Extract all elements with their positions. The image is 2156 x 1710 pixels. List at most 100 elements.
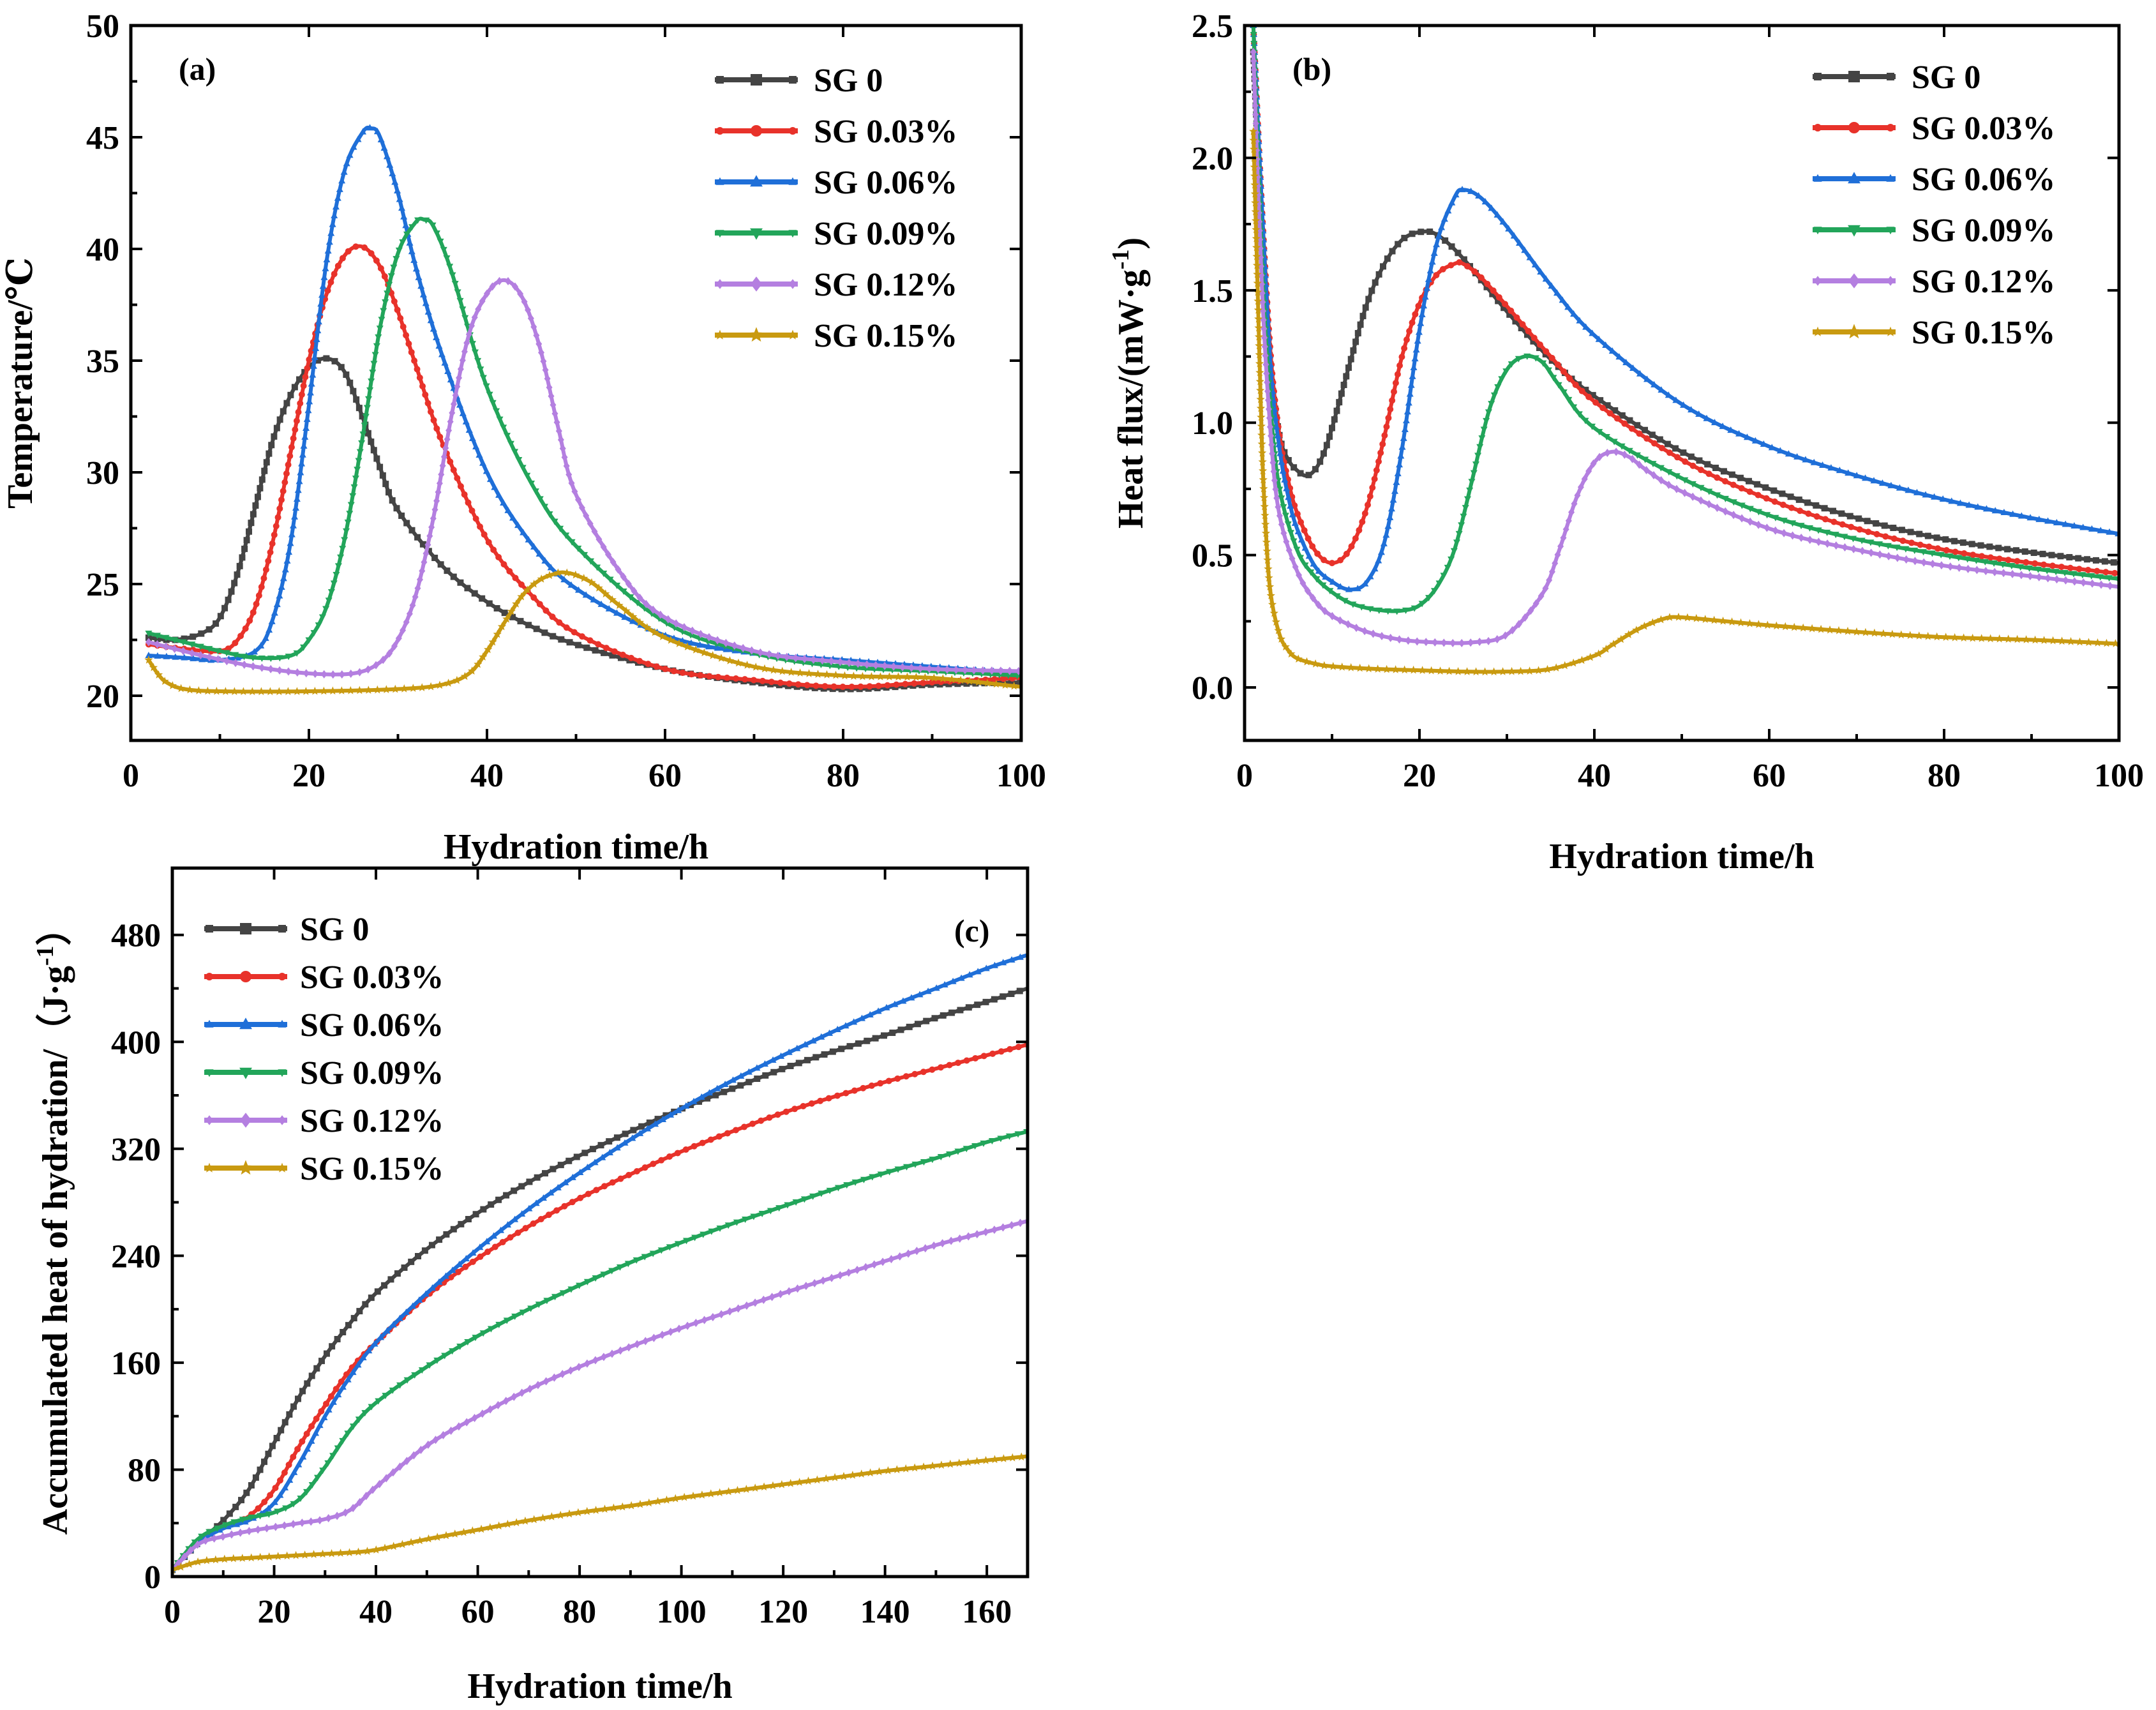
legend-label: SG 0.12% (1912, 264, 2055, 300)
plot-frame (170, 866, 1029, 1579)
legend-label: SG 0.06% (300, 1007, 444, 1044)
y-tick-label: 2.5 (1192, 8, 1233, 45)
legend-label: SG 0.15% (300, 1151, 444, 1187)
y-axis-title: Temperature/℃ (1, 257, 40, 509)
y-tick-label: 80 (128, 1452, 161, 1489)
legend-marker (1848, 172, 1860, 184)
series-markers (172, 1452, 1026, 1574)
y-axis-title: Heat flux/(mW·g-1) (1107, 237, 1151, 529)
y-axis-title: Accumulated heat of hydration/（J·g-1） (32, 910, 75, 1535)
legend: SG 0 SG 0.03% SG 0.06% SG 0.09% SG 0.12% SG 0… (715, 63, 957, 354)
legend-marker (1848, 71, 1860, 82)
legend-marker (751, 74, 762, 86)
legend-label: SG 0.09% (814, 216, 957, 252)
legend-marker (239, 1067, 252, 1079)
y-axis-title-main: Accumulated heat of hydration/（J·g (35, 966, 75, 1534)
x-tick-label: 60 (461, 1594, 495, 1630)
legend: SG 0 SG 0.03% SG 0.06% SG 0.09% SG 0.12% SG 0… (204, 911, 444, 1187)
legend-label: SG 0.12% (814, 267, 957, 303)
legend-marker (1846, 324, 1862, 339)
legend-marker (240, 971, 251, 982)
x-tick-label: 80 (827, 758, 860, 794)
y-axis-title-tail: ） (35, 910, 75, 946)
x-tick-label: 20 (1403, 758, 1436, 794)
y-tick-label: 20 (86, 679, 119, 715)
x-tick-label: 60 (1753, 758, 1786, 794)
legend-label: SG 0.03% (300, 959, 444, 996)
legend-label: SG 0.15% (814, 318, 957, 354)
x-tick-label: 0 (123, 758, 139, 794)
series-marker-set (172, 1452, 1026, 1574)
x-axis-title: Hydration time/h (444, 827, 708, 867)
panel-c-accumulated-heat-chart: 0 20 40 60 80 100 120 140 160 0 80 160 240 320 400 480 H… (32, 866, 1029, 1706)
x-tick-label: 60 (648, 758, 682, 794)
x-tick-label: 40 (1578, 758, 1611, 794)
legend-marker (750, 228, 763, 240)
x-tick-label: 0 (1236, 758, 1253, 794)
y-tick-label: 0.0 (1192, 670, 1233, 707)
legend-marker (240, 1113, 251, 1128)
panel-label: (a) (179, 51, 216, 87)
x-axis-title: Hydration time/h (1549, 837, 1814, 876)
legend-label: SG 0.12% (300, 1103, 444, 1139)
legend-marker (751, 276, 762, 292)
y-tick-label: 1.5 (1192, 273, 1233, 310)
y-tick-label: 480 (111, 918, 161, 954)
y-axis-title-main: Heat flux/(mW·g (1111, 269, 1151, 529)
y-axis-title-superscript: -1 (1107, 250, 1134, 270)
y-axis-title-main: Temperature/℃ (1, 257, 40, 509)
y-tick-label: 0 (144, 1559, 161, 1596)
legend-label: SG 0 (814, 63, 883, 99)
legend-marker (240, 923, 251, 934)
y-tick-label: 320 (111, 1132, 161, 1168)
series-group (144, 124, 1021, 696)
x-tick-label: 0 (164, 1594, 181, 1630)
series-line-sg-0-09- (172, 1129, 1028, 1571)
x-tick-label: 100 (657, 1594, 707, 1630)
legend-label: SG 0 (300, 911, 369, 948)
panel-a-temperature-chart: 0 20 40 60 80 100 20 25 30 35 40 45 50 Hydration time… (1, 8, 1046, 867)
y-tick-label: 2.0 (1192, 140, 1233, 177)
legend-label: SG 0.09% (1912, 213, 2055, 249)
x-tick-label: 100 (2094, 758, 2144, 794)
legend-marker (1848, 273, 1860, 289)
x-axis-title: Hydration time/h (467, 1667, 732, 1706)
legend-label: SG 0.03% (814, 114, 957, 150)
y-tick-label: 160 (111, 1346, 161, 1382)
y-tick-label: 240 (111, 1238, 161, 1275)
legend-marker (751, 125, 762, 137)
y-tick-label: 35 (86, 343, 119, 380)
legend-label: SG 0.06% (1912, 161, 2055, 198)
legend-marker (1848, 225, 1860, 237)
panel-label: (b) (1292, 51, 1331, 87)
legend-marker (750, 175, 763, 187)
legend-marker (1848, 122, 1860, 133)
y-tick-label: 400 (111, 1024, 161, 1061)
series-group (172, 953, 1028, 1574)
panel-b-heat-flux-chart: 0 20 40 60 80 100 0.0 0.5 1.0 1.5 2.0 2.5 Hydration … (1107, 8, 2144, 876)
legend-marker (239, 1017, 252, 1030)
x-tick-label: 80 (563, 1594, 596, 1630)
legend: SG 0 SG 0.03% SG 0.06% SG 0.09% SG 0.12% SG 0… (1813, 59, 2055, 351)
y-tick-label: 50 (86, 8, 119, 45)
x-tick-label: 20 (292, 758, 326, 794)
panel-label: (c) (954, 913, 990, 949)
legend-label: SG 0.03% (1912, 110, 2055, 147)
x-tick-label: 40 (359, 1594, 393, 1630)
x-tick-label: 100 (996, 758, 1046, 794)
x-tick-label: 120 (758, 1594, 808, 1630)
x-tick-label: 20 (258, 1594, 291, 1630)
legend-label: SG 0.06% (814, 165, 957, 201)
y-tick-label: 1.0 (1192, 405, 1233, 442)
y-tick-label: 30 (86, 455, 119, 491)
y-tick-label: 40 (86, 232, 119, 268)
legend-marker (238, 1160, 253, 1175)
series-group (1249, 26, 2119, 676)
legend-label: SG 0 (1912, 59, 1980, 96)
legend-marker (749, 327, 764, 342)
y-tick-label: 0.5 (1192, 538, 1233, 574)
y-axis-title-tail: ) (1111, 237, 1151, 250)
x-tick-label: 40 (470, 758, 504, 794)
x-tick-label: 140 (860, 1594, 910, 1630)
